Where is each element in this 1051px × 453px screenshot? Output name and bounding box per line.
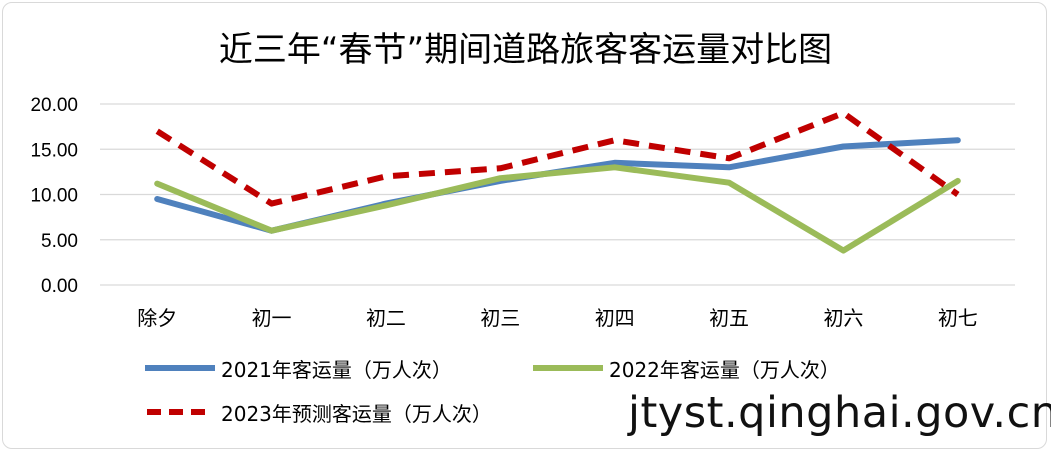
y-tick-label: 5.00 [41, 231, 78, 252]
legend-item-2021: 2021年客运量（万人次） [145, 354, 452, 382]
legend-label-2021: 2021年客运量（万人次） [221, 357, 452, 382]
legend-swatch-2021 [145, 365, 215, 371]
x-tick-label: 初四 [595, 306, 635, 330]
legend-label-2023: 2023年预测客运量（万人次） [221, 401, 492, 426]
x-tick-label: 初六 [823, 306, 863, 330]
source-watermark: jtyst.qinghai.gov.cn [628, 388, 1051, 438]
x-tick-label: 初五 [709, 306, 749, 330]
x-tick-label: 初三 [480, 306, 520, 330]
x-tick-label: 初七 [938, 306, 978, 330]
chart-title: 近三年“春节”期间道路旅客客运量对比图 [218, 30, 833, 70]
series-line-1 [154, 164, 961, 254]
x-tick-label: 初二 [366, 306, 406, 330]
y-tick-label: 0.00 [41, 276, 78, 297]
y-tick-label: 20.00 [30, 95, 78, 116]
y-tick-label: 10.00 [30, 186, 78, 207]
legend-swatch-2023 [147, 409, 213, 415]
series-line-2 [155, 110, 960, 207]
y-tick-label: 15.00 [30, 140, 78, 161]
x-tick-label: 初一 [252, 306, 292, 330]
legend-item-2022: 2022年客运量（万人次） [533, 354, 840, 382]
x-tick-label: 除夕 [137, 306, 177, 330]
legend-item-2023: 2023年预测客运量（万人次） [145, 398, 492, 426]
legend-label-2022: 2022年客运量（万人次） [609, 357, 840, 382]
legend-swatch-2022 [533, 365, 603, 371]
